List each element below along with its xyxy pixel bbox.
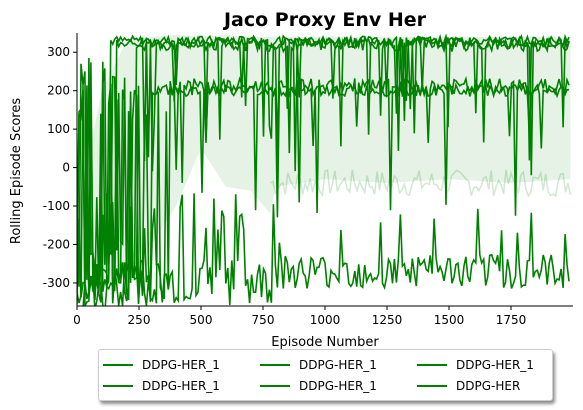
x-tick-label: 500 [190, 313, 213, 327]
legend-swatch [417, 385, 447, 387]
series-line-3 [77, 35, 570, 287]
legend-item: DDPG-HER_1 [417, 356, 534, 374]
y-tick-label: 300 [47, 45, 70, 59]
axes: -300 -200 -100 0 100 200 300 0 250 500 750 1000 1250… [43, 33, 573, 327]
chart: Jaco Proxy Env Her -300 -200 -100 0 100 200 30… [9, 9, 573, 350]
x-tick-label: 0 [73, 313, 81, 327]
x-tick-label: 1250 [372, 313, 403, 327]
legend-swatch [103, 385, 133, 387]
legend-label: DDPG-HER_1 [299, 358, 377, 372]
plot-area [77, 33, 572, 306]
x-tick-label: 1000 [310, 313, 341, 327]
y-axis-label: Rolling Episode Scores [9, 98, 24, 244]
legend-label: DDPG-HER_1 [456, 358, 534, 372]
legend-item: DDPG-HER_1 [260, 377, 377, 395]
y-tick-label: -200 [43, 237, 70, 251]
legend-item: DDPG-HER_1 [103, 377, 220, 395]
y-tick-label: 100 [47, 122, 70, 136]
x-tick-label: 750 [252, 313, 275, 327]
legend-item: DDPG-HER [417, 377, 520, 395]
y-tick-label: 200 [47, 84, 70, 98]
y-tick-label: -300 [43, 276, 70, 290]
x-tick-label: 1750 [496, 313, 527, 327]
chart-title: Jaco Proxy Env Her [222, 9, 427, 31]
y-tick-label: 0 [62, 161, 70, 175]
band-lower-line [269, 169, 572, 198]
legend-label: DDPG-HER_1 [142, 358, 220, 372]
legend-swatch [103, 364, 133, 366]
legend-swatch [260, 364, 290, 366]
series-line-6 [77, 82, 570, 302]
legend-label: DDPG-HER_1 [142, 379, 220, 393]
legend-swatch [260, 385, 290, 387]
series-line-4 [77, 75, 570, 306]
y-tick-label: -100 [43, 199, 70, 213]
legend-swatch [417, 364, 447, 366]
x-axis-label: Episode Number [271, 335, 379, 350]
legend-item: DDPG-HER_1 [103, 356, 220, 374]
x-tick-label: 1500 [434, 313, 465, 327]
legend: DDPG-HER_1 DDPG-HER_1 DDPG-HER_1 DDPG-HE… [98, 349, 553, 401]
legend-item: DDPG-HER_1 [260, 356, 377, 374]
legend-label: DDPG-HER_1 [299, 379, 377, 393]
legend-label: DDPG-HER [456, 379, 521, 393]
x-tick-label: 250 [128, 313, 151, 327]
series-line-5 [77, 193, 570, 305]
